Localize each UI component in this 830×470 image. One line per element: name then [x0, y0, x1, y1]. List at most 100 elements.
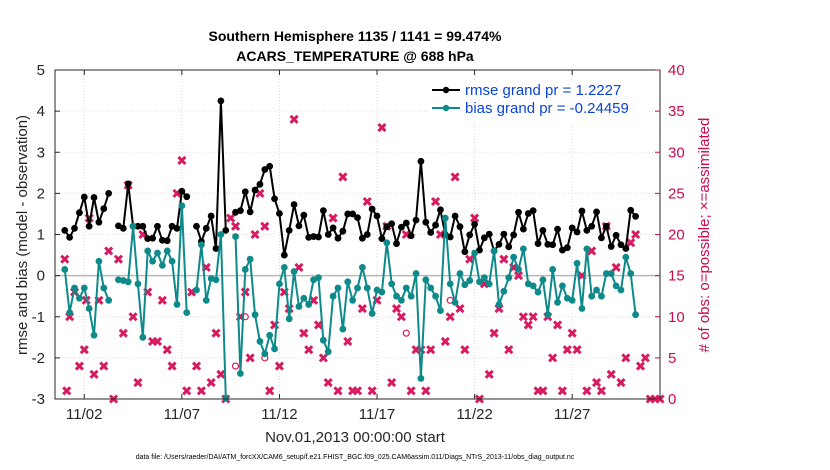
bias-point — [485, 280, 493, 288]
obs-assimilated-marker — [445, 312, 455, 322]
rmse-point — [412, 216, 420, 224]
bias-point — [217, 231, 225, 238]
rmse-point — [500, 230, 508, 238]
bias-point — [617, 286, 625, 294]
rmse-point — [349, 210, 357, 218]
obs-assimilated-marker — [274, 361, 284, 371]
bias-point — [329, 292, 337, 300]
rmse-point — [544, 240, 552, 248]
bias-point — [232, 233, 239, 240]
rmse-point — [251, 186, 259, 194]
obs-assimilated-marker — [162, 345, 172, 355]
rmse-point — [534, 240, 542, 247]
obs-assimilated-marker — [528, 312, 538, 322]
obs-marker-stroke — [289, 114, 299, 124]
bias-point — [358, 264, 366, 271]
bias-point — [285, 315, 293, 323]
rmse-point — [451, 212, 459, 220]
chart-title: Southern Hemisphere 1135 / 1141 = 99.474… — [208, 28, 502, 44]
bias-point — [256, 338, 264, 345]
x-axis-label: Nov.01,2013 00:00:00 start — [265, 429, 446, 446]
obs-assimilated-marker — [328, 213, 338, 223]
rmse-point — [193, 222, 200, 230]
y2-tick-label: 15 — [668, 268, 685, 285]
bias-point — [349, 296, 357, 304]
rmse-point — [510, 231, 518, 239]
bias-point — [427, 284, 435, 292]
obs-marker-stroke — [557, 386, 567, 396]
y2-tick-label: 5 — [668, 350, 676, 367]
rmse-point — [61, 226, 69, 234]
bias-point — [212, 276, 220, 284]
rmse-point — [354, 214, 361, 222]
bias-point — [149, 257, 156, 265]
obs-count-markers — [60, 114, 665, 404]
y2-tick-label: 10 — [668, 309, 685, 326]
obs-marker-stroke — [552, 320, 563, 330]
obs-assimilated-marker — [216, 369, 226, 379]
obs-marker-stroke — [313, 320, 324, 330]
bias-point — [163, 247, 171, 255]
bias-point — [154, 249, 161, 257]
obs-assimilated-marker — [548, 353, 558, 363]
obs-marker-stroke — [191, 361, 202, 371]
rmse-point — [515, 208, 522, 216]
obs-assimilated-marker — [596, 386, 607, 396]
obs-marker-stroke — [177, 155, 187, 166]
obs-marker-stroke — [62, 386, 72, 396]
rmse-point — [437, 206, 444, 214]
bias-point — [378, 288, 386, 296]
bias-point — [290, 268, 298, 275]
obs-assimilated-marker — [182, 386, 192, 396]
bias-point — [368, 310, 376, 317]
rmse-point — [456, 223, 464, 231]
obs-assimilated-marker — [431, 197, 441, 207]
legend: rmse grand pr = 1.2227 bias grand pr = -… — [430, 80, 648, 122]
rmse-point — [212, 245, 220, 252]
rmse-point — [480, 234, 488, 242]
rmse-point — [388, 220, 396, 228]
bias-point — [178, 202, 186, 210]
rmse-point — [290, 201, 298, 208]
bias-point — [466, 277, 474, 284]
bias-point — [315, 274, 322, 282]
rmse-point — [417, 157, 425, 165]
x-tick-label: 11/22 — [456, 406, 492, 423]
obs-assimilated-marker — [157, 295, 167, 305]
obs-assimilated-marker — [240, 287, 250, 297]
y2-tick-label: 40 — [668, 62, 685, 79]
rmse-point — [173, 224, 181, 232]
obs-marker-stroke — [74, 361, 84, 371]
obs-marker-stroke — [323, 377, 333, 388]
y-axis-label: rmse and bias (model - observation) — [14, 115, 31, 355]
rmse-point — [222, 226, 230, 234]
obs-marker-stroke — [465, 254, 475, 264]
rmse-point — [432, 221, 439, 229]
legend-box — [430, 80, 648, 122]
obs-assimilated-marker — [504, 345, 514, 355]
obs-marker-stroke — [362, 197, 372, 207]
rmse-point — [75, 209, 83, 217]
rmse-point — [344, 210, 352, 218]
y-tick-label: -3 — [32, 391, 45, 408]
bias-point — [202, 296, 210, 304]
rmse-point — [276, 210, 283, 217]
obs-possible-marker — [402, 329, 410, 337]
bias-point — [276, 280, 283, 288]
bias-point — [461, 281, 469, 289]
obs-assimilated-marker — [323, 377, 333, 388]
obs-assimilated-marker — [421, 386, 431, 396]
rmse-point — [568, 224, 576, 232]
bias-point — [441, 214, 449, 222]
obs-assimilated-marker — [440, 336, 450, 346]
obs-assimilated-marker — [89, 369, 99, 379]
obs-marker-stroke — [387, 377, 397, 388]
bias-point — [105, 296, 113, 304]
rmse-point — [539, 226, 547, 234]
obs-marker-stroke — [104, 246, 114, 256]
bias-point — [334, 284, 342, 292]
obs-marker-stroke — [343, 336, 353, 346]
rmse-point — [237, 207, 244, 215]
obs-assimilated-marker — [538, 386, 548, 396]
rmse-point — [368, 205, 376, 213]
